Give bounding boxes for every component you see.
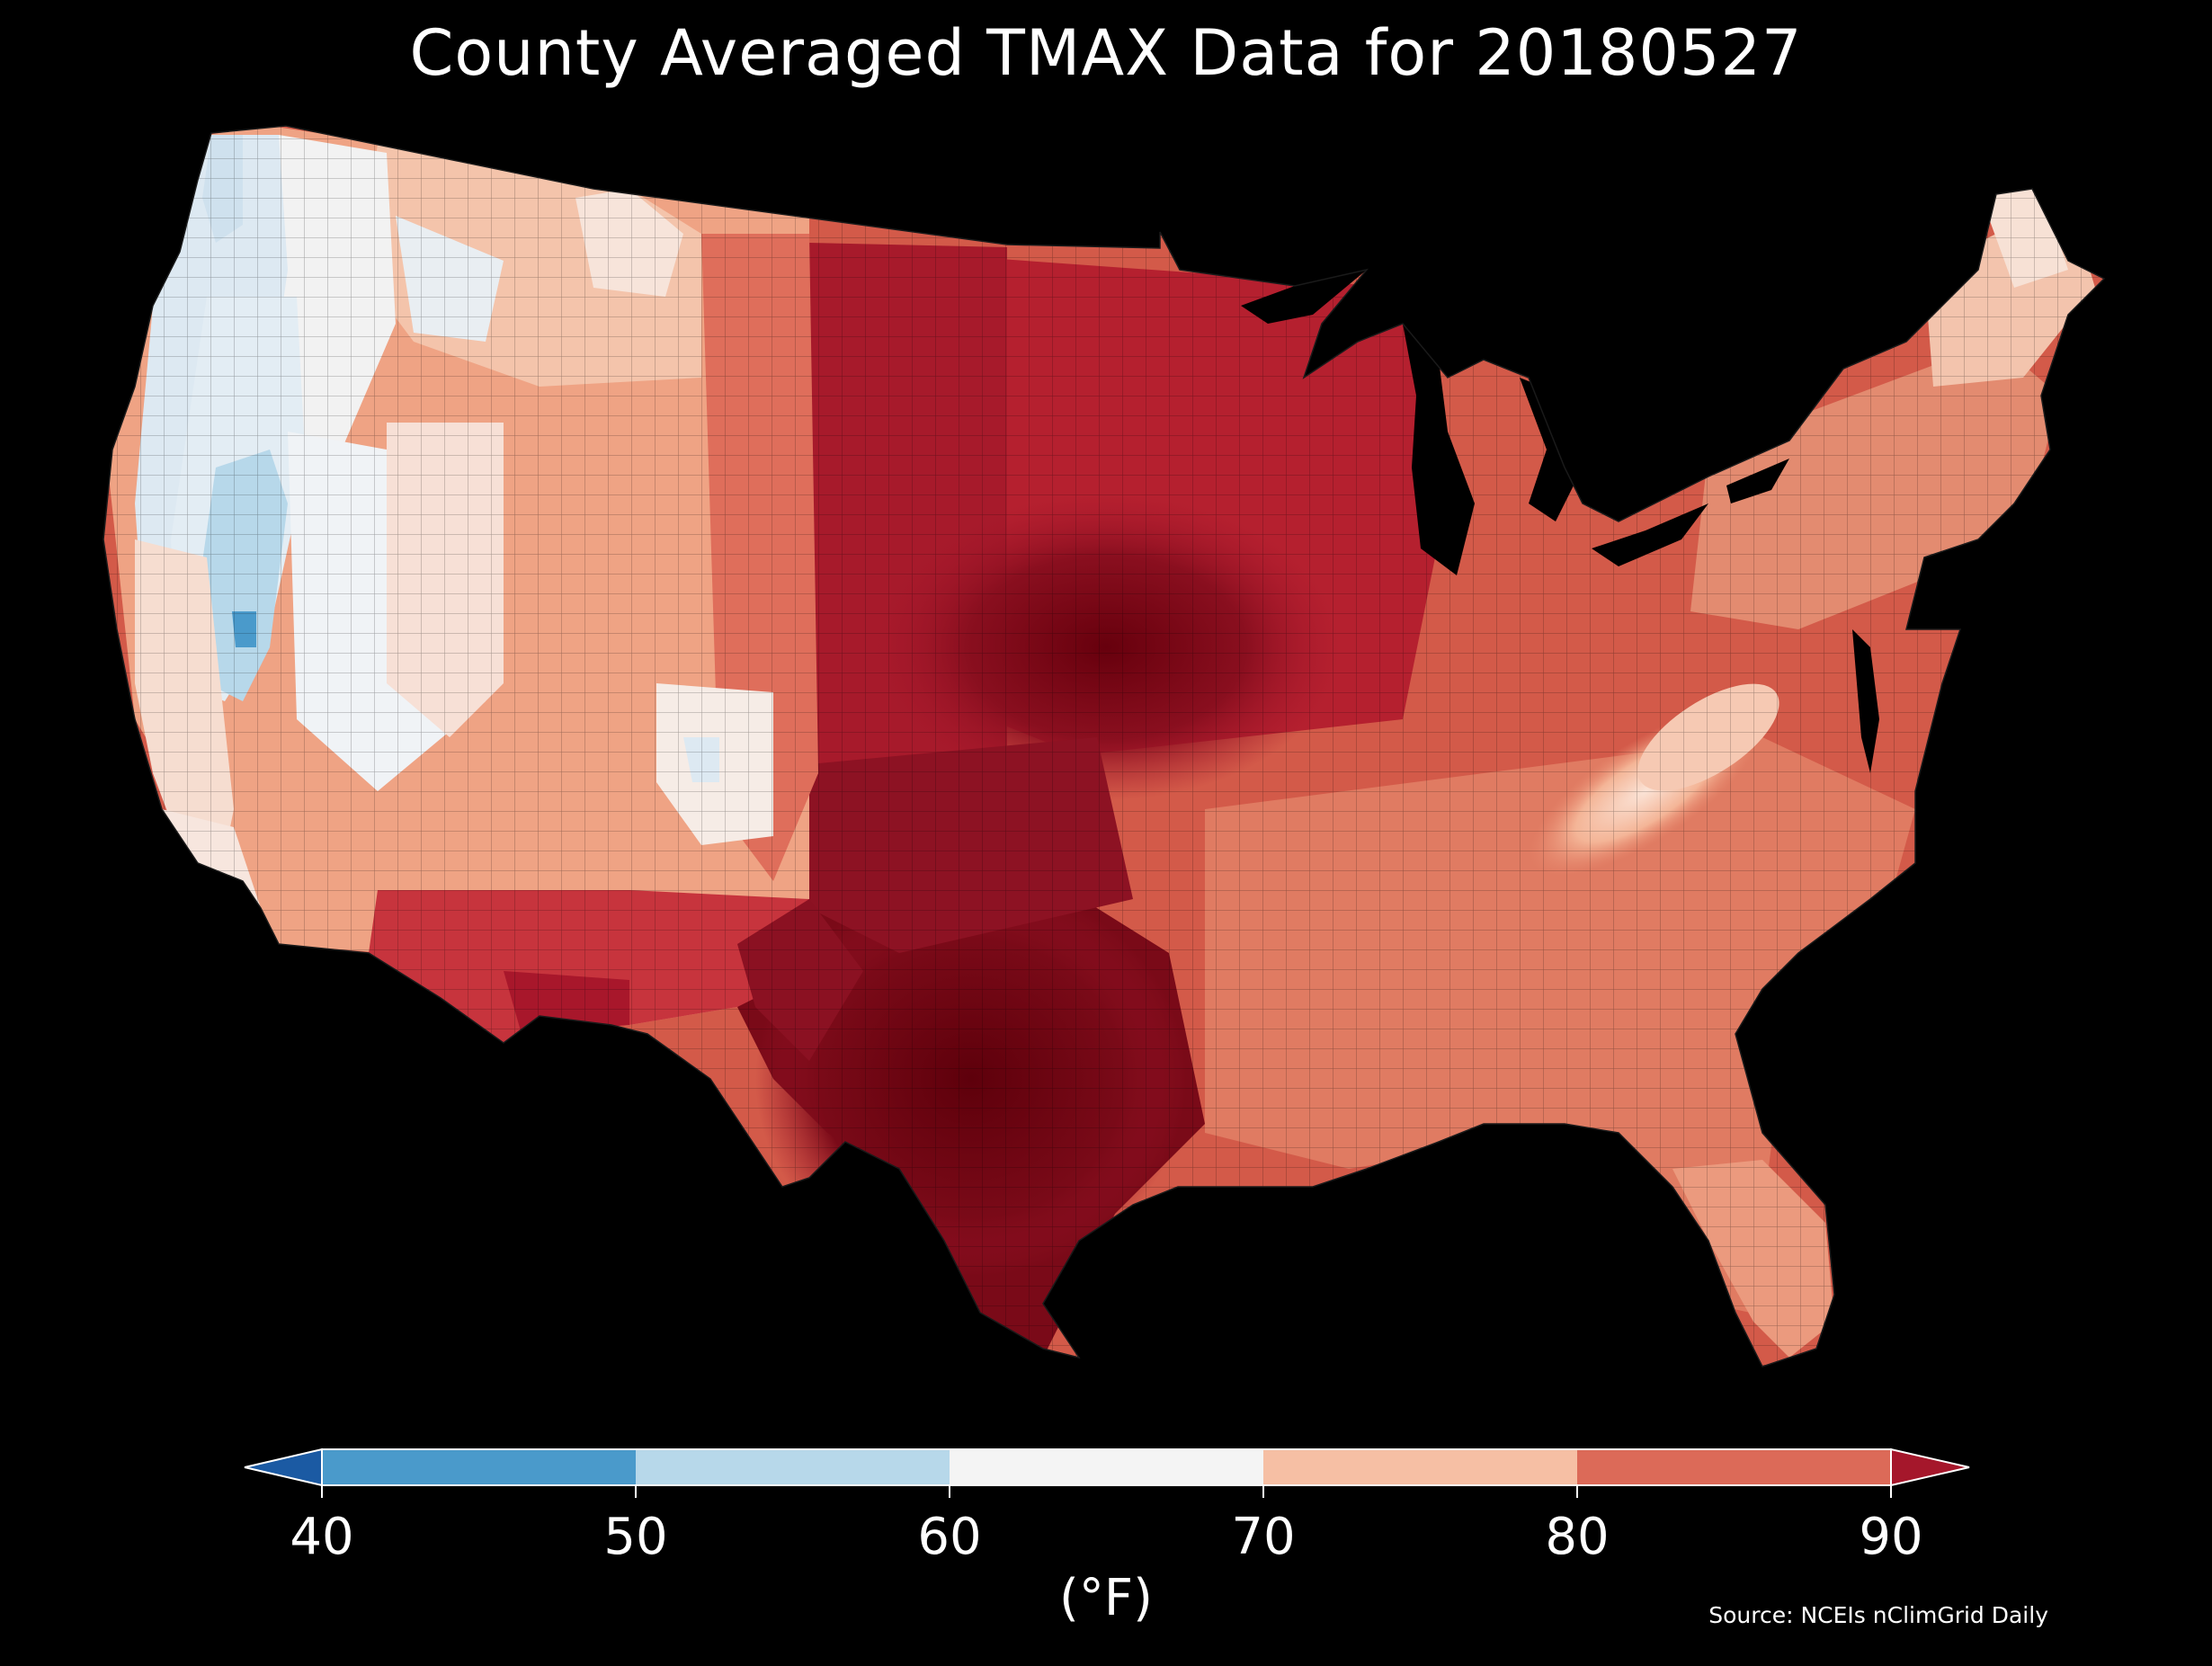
colorbar-ticks xyxy=(321,1485,1892,1498)
colorbar-tick-80: 80 xyxy=(1545,1508,1610,1566)
colorbar-bin-70-80 xyxy=(1263,1449,1577,1485)
colorbar-tick-40: 40 xyxy=(290,1508,354,1566)
source-credit: Source: NCEIs nClimGrid Daily xyxy=(1708,1602,2048,1628)
colorbar-tick-50: 50 xyxy=(603,1508,668,1566)
colorbar-unit-label: (°F) xyxy=(1059,1569,1153,1627)
map-title: County Averaged TMAX Data for 20180527 xyxy=(409,16,1803,90)
colorbar-tick-60: 60 xyxy=(917,1508,982,1566)
colorbar-tick-90: 90 xyxy=(1859,1508,1923,1566)
colorbar-bin-80-90 xyxy=(1577,1449,1891,1485)
colorbar-min-extension xyxy=(244,1448,323,1487)
colorbar-frame xyxy=(321,1448,1892,1486)
colorbar-tick-70: 70 xyxy=(1231,1508,1296,1566)
colorbar-bin-50-60 xyxy=(636,1449,950,1485)
great-lakes xyxy=(1241,270,1789,575)
colorbar-bin-60-70 xyxy=(950,1449,1263,1485)
colorbar-max-extension xyxy=(1890,1448,1970,1487)
chesapeake-bay xyxy=(1852,629,1879,773)
colorbar-bin-40-50 xyxy=(322,1449,636,1485)
